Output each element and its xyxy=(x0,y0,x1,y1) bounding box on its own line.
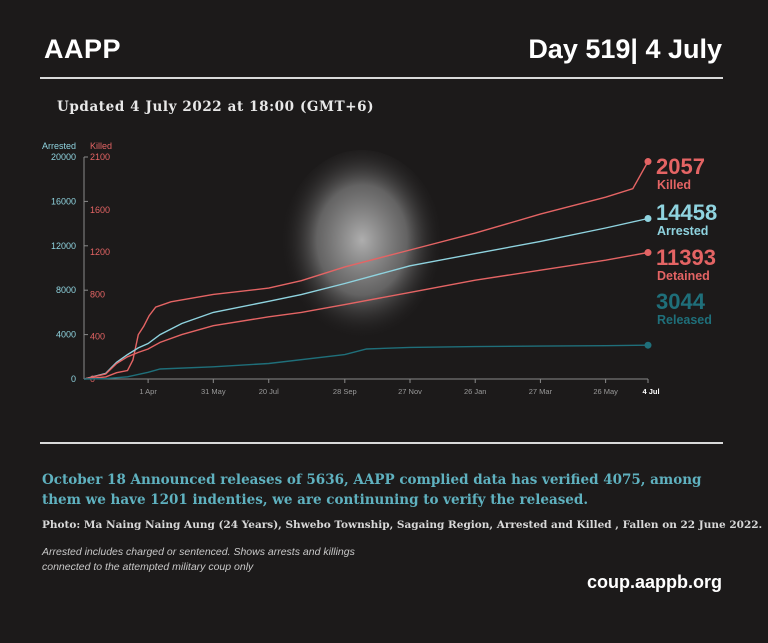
series-value-label: 11393 xyxy=(656,245,716,270)
right-tick-label: 800 xyxy=(90,289,105,299)
memorial-photo xyxy=(280,150,444,350)
x-tick-label: 28 Sep xyxy=(333,387,357,396)
series-endpoint-killed xyxy=(644,158,652,166)
left-tick-label: 0 xyxy=(71,374,76,384)
series-value-label: 14458 xyxy=(656,200,717,225)
cumulative-line-chart: Arrested Killed04000800012000160002000004… xyxy=(42,141,717,396)
x-tick-label: 20 Jul xyxy=(259,387,279,396)
left-axis-label: Arrested xyxy=(42,141,76,151)
photo-credit: Photo: Ma Naing Naing Aung (24 Years), S… xyxy=(42,519,763,531)
footnote-line-2: connected to the attempted military coup… xyxy=(42,561,254,573)
series-value-label: 2057 xyxy=(656,154,705,179)
left-tick-label: 8000 xyxy=(56,285,76,295)
day-counter: Day 519| 4 July xyxy=(528,34,722,64)
x-tick-label: 26 May xyxy=(593,387,618,396)
site-url: coup.aappb.org xyxy=(587,572,722,592)
series-line-detained xyxy=(83,251,649,380)
right-tick-label: 1200 xyxy=(90,247,110,257)
series-name-label: Arrested xyxy=(657,224,708,238)
x-tick-label: 27 Mar xyxy=(529,387,553,396)
x-tick-label: 27 Nov xyxy=(398,387,422,396)
right-tick-label: 400 xyxy=(90,332,105,342)
updated-timestamp: Updated 4 July 2022 at 18:00 (GMT+6) xyxy=(57,99,375,115)
series-name-label: Killed xyxy=(657,178,691,192)
release-note: October 18 Announced releases of 5636, A… xyxy=(42,472,702,508)
x-tick-label: 1 Apr xyxy=(139,387,157,396)
series-value-label: 3044 xyxy=(656,289,706,314)
bottom-divider xyxy=(40,442,723,444)
series-name-label: Detained xyxy=(657,269,710,283)
top-divider xyxy=(40,77,723,79)
x-tick-label: 4 Jul xyxy=(642,387,659,396)
series-endpoint-released xyxy=(644,341,652,349)
right-axis-label: Killed xyxy=(90,141,112,151)
left-tick-label: 16000 xyxy=(51,196,76,206)
right-tick-label: 1600 xyxy=(90,205,110,215)
series-endpoint-detained xyxy=(644,249,652,257)
brand-logo-text: AAPP xyxy=(44,34,122,64)
x-tick-label: 26 Jan xyxy=(464,387,487,396)
right-tick-label: 2100 xyxy=(90,152,110,162)
x-tick-label: 31 May xyxy=(201,387,226,396)
footnote: Arrested includes charged or sentenced. … xyxy=(42,545,355,575)
series-line-released xyxy=(83,344,649,380)
series-line-killed xyxy=(83,161,649,380)
series-line-arrested xyxy=(83,217,649,380)
left-tick-label: 12000 xyxy=(51,241,76,251)
series-name-label: Released xyxy=(657,313,712,327)
series-endpoint-arrested xyxy=(644,215,652,223)
footnote-line-1: Arrested includes charged or sentenced. … xyxy=(42,546,355,558)
left-tick-label: 20000 xyxy=(51,152,76,162)
left-tick-label: 4000 xyxy=(56,330,76,340)
